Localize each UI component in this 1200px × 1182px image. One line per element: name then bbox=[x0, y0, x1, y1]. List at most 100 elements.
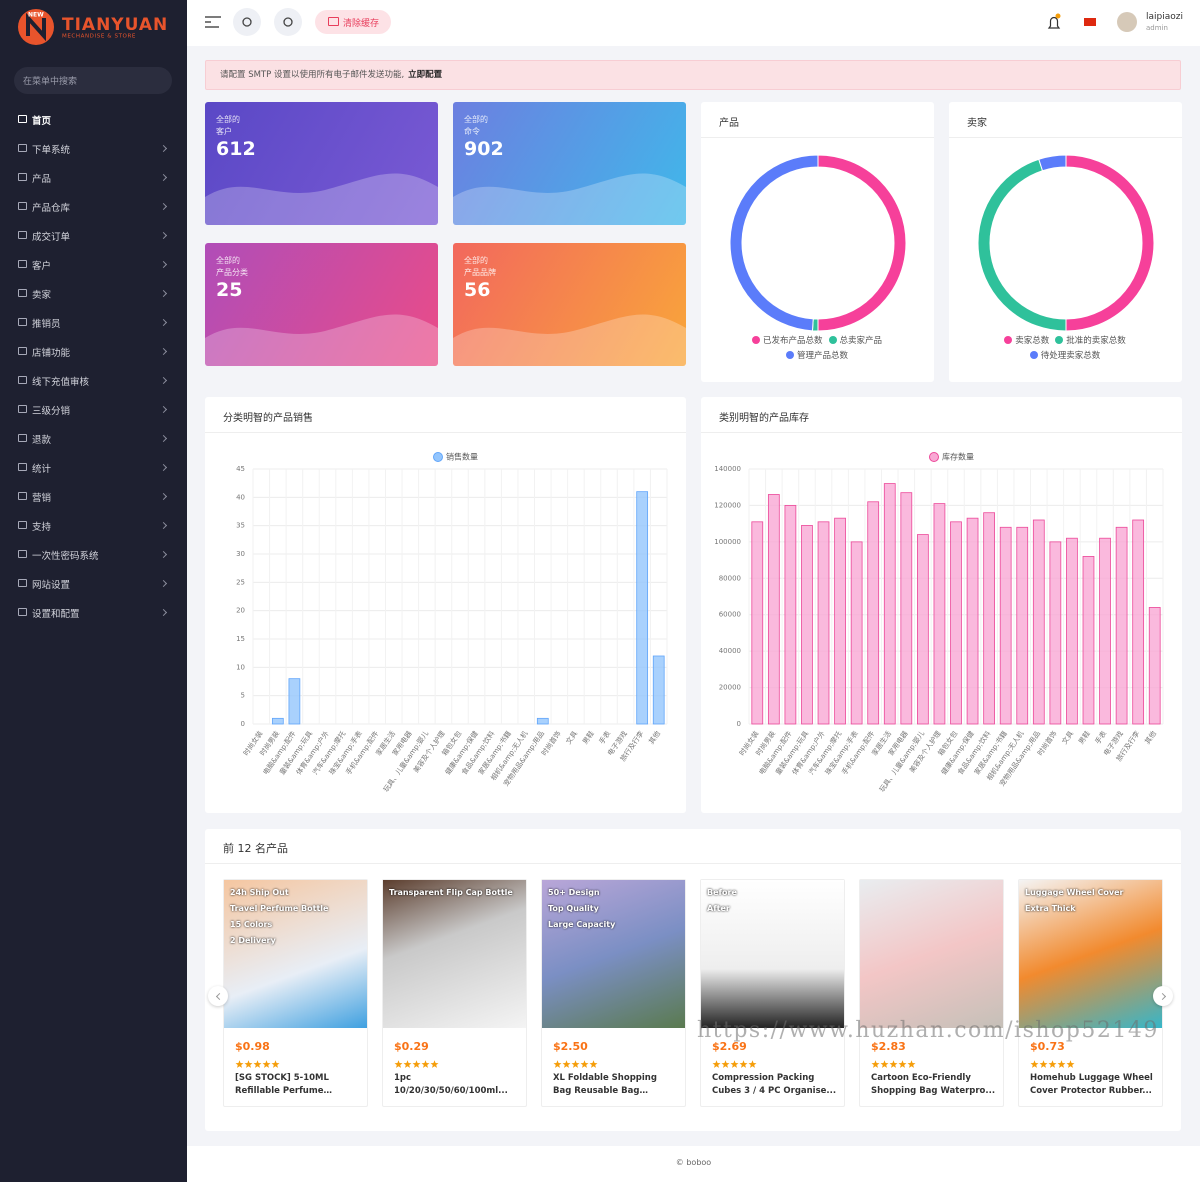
menu-item[interactable]: 营销 bbox=[0, 487, 187, 505]
donut-slice bbox=[817, 154, 907, 332]
menu-chevron bbox=[159, 231, 168, 240]
menu-chevron bbox=[159, 550, 168, 559]
bar bbox=[817, 521, 830, 725]
clear-cache-button[interactable]: 清除缓存 bbox=[315, 10, 391, 34]
menu-item[interactable]: 客户 bbox=[0, 255, 187, 273]
product-name: Compression Packing Cubes 3 / 4 PC Organ… bbox=[712, 1073, 837, 1096]
menu-icon bbox=[18, 289, 27, 297]
star bbox=[412, 1060, 421, 1068]
menu-item[interactable]: 下单系统 bbox=[0, 139, 187, 157]
menu-label: 卖家 bbox=[32, 290, 52, 301]
products-card: 前 12 名产品 24h Ship Out Travel Perfume Bottl… bbox=[205, 829, 1181, 1131]
image-text: 15 Colors bbox=[230, 920, 273, 929]
stat-label: 全部的 bbox=[464, 115, 488, 124]
product-rating bbox=[871, 1060, 916, 1068]
product-price: $0.98 bbox=[235, 1040, 270, 1053]
carousel-arrow[interactable] bbox=[1153, 986, 1173, 1006]
star bbox=[262, 1060, 271, 1068]
menu-icon bbox=[18, 463, 27, 471]
star bbox=[244, 1060, 253, 1068]
menu-icon bbox=[18, 202, 27, 210]
product-name: Cartoon Eco-Friendly Shopping Bag Waterp… bbox=[871, 1073, 996, 1096]
menu-label: 下单系统 bbox=[32, 145, 71, 156]
menu-item[interactable]: 退款 bbox=[0, 429, 187, 447]
donut-slice bbox=[1065, 154, 1155, 332]
user-name: laipiaozi bbox=[1146, 12, 1183, 22]
menu-chevron bbox=[159, 434, 168, 443]
bar bbox=[900, 492, 913, 725]
legend-label: 待处理卖家总数 bbox=[1040, 351, 1101, 361]
header-button-icon bbox=[283, 17, 293, 27]
stat-wave bbox=[453, 173, 686, 225]
menu-icon bbox=[18, 521, 27, 529]
menu-chevron bbox=[159, 608, 168, 617]
logo-name: TIANYUAN bbox=[62, 15, 168, 35]
y-tick-label: 120000 bbox=[714, 501, 741, 509]
y-tick-label: 0 bbox=[737, 720, 741, 728]
menu-item[interactable]: 设置和配置 bbox=[0, 603, 187, 621]
menu-icon bbox=[18, 579, 27, 587]
product-item[interactable]: 50+ Design Top Quality Large Capacity $2.50… bbox=[541, 879, 686, 1107]
chart-card: 类别明智的产品库存 0 20000 40000 60000 80000 100000 1200… bbox=[701, 397, 1182, 813]
legend-swatch bbox=[929, 452, 939, 462]
bar bbox=[867, 501, 880, 725]
x-tick-label: 男鞋 bbox=[1076, 729, 1091, 746]
y-tick-label: 15 bbox=[236, 635, 245, 643]
card-divider bbox=[949, 137, 1182, 138]
product-item[interactable]: $2.83 Cartoon Eco-Friendly Shopping Bag W… bbox=[859, 879, 1004, 1107]
stat-card: 全部的 产品品牌 56 bbox=[453, 243, 686, 366]
carousel-arrow[interactable] bbox=[208, 986, 228, 1006]
product-rating bbox=[712, 1060, 757, 1068]
product-item[interactable]: 24h Ship Out Travel Perfume Bottle 15 Colo… bbox=[223, 879, 368, 1107]
star bbox=[394, 1060, 403, 1068]
bar bbox=[1032, 519, 1045, 725]
menu-item[interactable]: 一次性密码系统 bbox=[0, 545, 187, 563]
product-item[interactable]: Transparent Flip Cap Bottle $0.29 1pc 10/2… bbox=[382, 879, 527, 1107]
star bbox=[403, 1060, 412, 1068]
alert-link[interactable]: 立即配置 bbox=[408, 70, 443, 80]
menu-label: 营销 bbox=[32, 493, 52, 504]
menu-label: 店铺功能 bbox=[32, 348, 71, 359]
bar bbox=[536, 717, 549, 725]
menu-item[interactable]: 成交订单 bbox=[0, 226, 187, 244]
product-image: 50+ Design Top Quality Large Capacity bbox=[542, 880, 685, 1028]
product-image: Luggage Wheel Cover Extra Thick bbox=[1019, 880, 1162, 1028]
product-item[interactable]: Before After $2.69 Compression Packing Cube… bbox=[700, 879, 845, 1107]
image-text: 50+ Design bbox=[548, 888, 600, 897]
image-text: 24h Ship Out bbox=[230, 888, 289, 897]
menu-chevron bbox=[159, 376, 168, 385]
menu-item[interactable]: 卖家 bbox=[0, 284, 187, 302]
menu-item[interactable]: 三级分销 bbox=[0, 400, 187, 418]
y-tick-label: 80000 bbox=[719, 574, 741, 582]
image-text: 2 Delivery bbox=[230, 936, 276, 945]
star bbox=[907, 1060, 916, 1068]
menu-chevron bbox=[159, 144, 168, 153]
stat-value: 56 bbox=[464, 279, 491, 301]
legend-label: 总卖家产品 bbox=[839, 336, 883, 346]
menu-icon bbox=[18, 260, 27, 268]
menu-item[interactable]: 线下充值审核 bbox=[0, 371, 187, 389]
product-name: 1pc 10/20/30/50/60/100ml... bbox=[394, 1073, 508, 1096]
menu-item[interactable]: 支持 bbox=[0, 516, 187, 534]
y-tick-label: 35 bbox=[236, 522, 245, 530]
star bbox=[898, 1060, 907, 1068]
menu-search[interactable]: 在菜单中搜索 bbox=[14, 67, 172, 94]
menu-icon bbox=[18, 608, 27, 616]
menu-item[interactable]: 首页 bbox=[0, 110, 187, 128]
product-item[interactable]: Luggage Wheel Cover Extra Thick $0.73 Homeh… bbox=[1018, 879, 1163, 1107]
menu-item[interactable]: 产品 bbox=[0, 168, 187, 186]
logo-n bbox=[26, 12, 46, 42]
menu-item[interactable]: 产品仓库 bbox=[0, 197, 187, 215]
menu-item[interactable]: 推销员 bbox=[0, 313, 187, 331]
menu-item[interactable]: 网站设置 bbox=[0, 574, 187, 592]
legend-item: 待处理卖家总数 bbox=[1029, 349, 1101, 361]
star bbox=[421, 1060, 430, 1068]
star bbox=[712, 1060, 721, 1068]
star bbox=[571, 1060, 580, 1068]
menu-item[interactable]: 店铺功能 bbox=[0, 342, 187, 360]
star bbox=[553, 1060, 562, 1068]
product-name: [SG STOCK] 5-10ML Refillable Perfume Bot… bbox=[235, 1073, 329, 1096]
menu-label: 设置和配置 bbox=[32, 609, 80, 620]
menu-item[interactable]: 统计 bbox=[0, 458, 187, 476]
menu-chevron bbox=[159, 347, 168, 356]
